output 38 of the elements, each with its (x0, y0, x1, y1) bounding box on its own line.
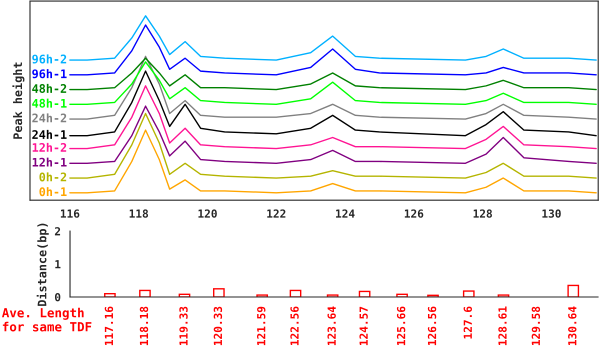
x-tick-label: 118 (130, 209, 148, 218)
y-tick-label: 1 (55, 260, 60, 268)
series-label: 96h-2 (32, 54, 66, 64)
x-tick-label: 126.56 (428, 306, 436, 346)
series-label: 12h-1 (32, 158, 67, 167)
series-label: 24h-2 (32, 113, 66, 122)
y-axis-title: Peak height (12, 62, 24, 139)
y-tick-label: 0 (54, 292, 60, 302)
series-label: 0h-1 (39, 187, 67, 196)
x-tick-label: 122 (267, 209, 286, 218)
series-label: 24h-1 (32, 130, 67, 139)
series-label: 48h-2 (32, 84, 66, 93)
x-tick-label: 118.18 (140, 306, 148, 346)
x-tick-label: 121.59 (256, 306, 266, 346)
x-tick-label: 123.64 (327, 306, 336, 346)
y-axis-title: Distance(bp) (36, 224, 49, 306)
x-tick-label: 117.16 (104, 306, 114, 346)
x-tick-label: 120.33 (214, 306, 222, 346)
x-tick-label: 128.61 (498, 306, 507, 346)
series-label: 0h-2 (39, 172, 66, 182)
x-tick-label: 128 (474, 209, 492, 218)
y-tick-label: 2 (54, 227, 60, 236)
x-tick-label: 124 (336, 209, 355, 218)
x-tick-label: 127.6 (464, 306, 472, 338)
series-label: 96h-1 (32, 69, 67, 78)
text: Ave. Length for same TDF (2, 308, 92, 332)
x-tick-label: 116 (60, 209, 80, 218)
x-tick-label: 125.66 (396, 306, 406, 346)
x-tick-label: 124.57 (359, 306, 368, 346)
series-label: 12h-2 (32, 142, 66, 152)
x-tick-label: 122.56 (290, 306, 299, 346)
x-tick-label: 119.33 (179, 306, 188, 346)
series-label: 48h-1 (32, 98, 67, 108)
x-tick-label: 129.58 (532, 306, 540, 346)
x-tick-label: 130.64 (568, 306, 577, 346)
x-tick-label: 130 (542, 209, 561, 218)
x-tick-label: 120 (198, 209, 217, 218)
x-tick-label: 126 (404, 209, 424, 218)
